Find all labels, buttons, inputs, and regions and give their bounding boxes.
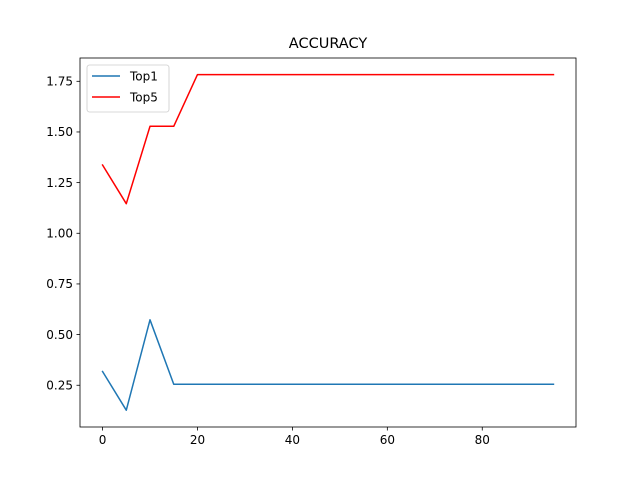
- x-tick-label: 60: [380, 433, 395, 447]
- x-tick-label: 20: [190, 433, 205, 447]
- x-tick-label: 0: [99, 433, 107, 447]
- x-tick-label: 80: [475, 433, 490, 447]
- legend-label-top5: Top5: [129, 90, 158, 104]
- y-tick-label: 0.25: [46, 378, 73, 392]
- y-tick-label: 1.25: [46, 176, 73, 190]
- y-tick-label: 0.50: [46, 328, 73, 342]
- x-tick-label: 40: [285, 433, 300, 447]
- chart-title: ACCURACY: [289, 36, 368, 52]
- legend-label-top1: Top1: [129, 69, 158, 83]
- y-tick-label: 0.75: [46, 277, 73, 291]
- y-tick-label: 1.50: [46, 125, 73, 139]
- y-tick-label: 1.75: [46, 75, 73, 89]
- legend: Top1 Top5: [87, 65, 169, 112]
- y-tick-label: 1.00: [46, 226, 73, 240]
